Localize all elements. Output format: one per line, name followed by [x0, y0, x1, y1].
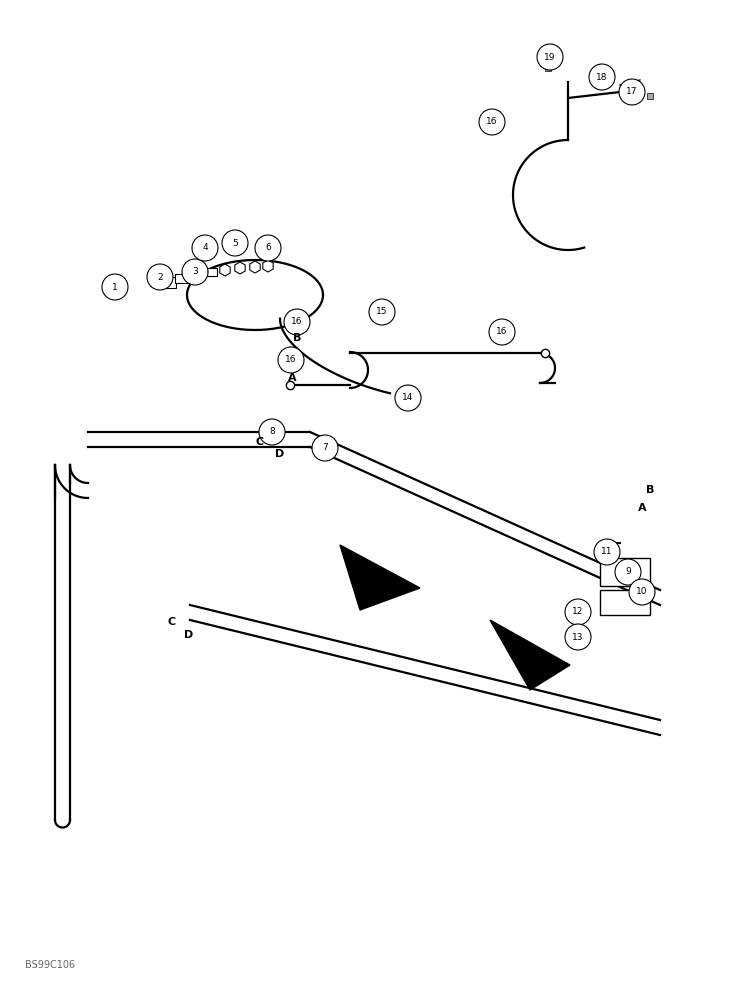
Circle shape — [395, 385, 421, 411]
FancyBboxPatch shape — [600, 558, 650, 586]
FancyBboxPatch shape — [175, 273, 189, 282]
Circle shape — [259, 419, 285, 445]
Text: 19: 19 — [545, 52, 556, 62]
Circle shape — [278, 347, 304, 373]
Text: 16: 16 — [285, 356, 297, 364]
Circle shape — [629, 579, 655, 605]
Text: 6: 6 — [265, 243, 271, 252]
Text: 8: 8 — [269, 428, 275, 436]
Text: 16: 16 — [496, 328, 507, 336]
Circle shape — [192, 235, 218, 261]
Text: 17: 17 — [626, 88, 638, 97]
FancyBboxPatch shape — [600, 590, 650, 615]
Text: 15: 15 — [376, 308, 388, 316]
Text: 3: 3 — [192, 267, 198, 276]
Circle shape — [537, 44, 563, 70]
Circle shape — [147, 264, 173, 290]
Circle shape — [312, 435, 338, 461]
Text: 7: 7 — [322, 444, 328, 452]
Circle shape — [489, 319, 515, 345]
Text: 14: 14 — [403, 393, 414, 402]
Text: 4: 4 — [202, 243, 208, 252]
FancyBboxPatch shape — [191, 270, 203, 279]
Text: B: B — [293, 333, 301, 343]
Circle shape — [573, 630, 587, 644]
Text: 11: 11 — [601, 548, 613, 556]
Text: 9: 9 — [625, 568, 631, 576]
Text: 12: 12 — [572, 607, 584, 616]
Text: A: A — [638, 503, 647, 513]
Polygon shape — [340, 545, 420, 610]
Circle shape — [369, 299, 395, 325]
Circle shape — [284, 309, 310, 335]
Circle shape — [222, 230, 248, 256]
Text: 16: 16 — [291, 318, 303, 326]
FancyBboxPatch shape — [207, 268, 217, 276]
Circle shape — [565, 624, 591, 650]
Circle shape — [594, 539, 620, 565]
Circle shape — [589, 64, 615, 90]
Text: B: B — [646, 485, 654, 495]
Text: 5: 5 — [232, 238, 238, 247]
Text: 16: 16 — [487, 117, 498, 126]
Circle shape — [573, 605, 587, 619]
Text: D: D — [185, 630, 193, 640]
Polygon shape — [490, 620, 570, 690]
Text: 10: 10 — [636, 587, 648, 596]
Circle shape — [619, 79, 645, 105]
Circle shape — [255, 235, 281, 261]
Text: 18: 18 — [596, 73, 608, 82]
Circle shape — [565, 599, 591, 625]
Text: C: C — [256, 437, 264, 447]
Text: 1: 1 — [112, 282, 118, 292]
FancyBboxPatch shape — [158, 276, 176, 288]
Circle shape — [182, 259, 208, 285]
Text: BS99C106: BS99C106 — [25, 960, 75, 970]
Circle shape — [615, 559, 641, 585]
Text: 2: 2 — [157, 272, 163, 282]
Text: A: A — [288, 373, 296, 383]
Circle shape — [479, 109, 505, 135]
Text: D: D — [275, 449, 285, 459]
Circle shape — [102, 274, 128, 300]
Text: 13: 13 — [572, 633, 584, 642]
Text: C: C — [168, 617, 176, 627]
